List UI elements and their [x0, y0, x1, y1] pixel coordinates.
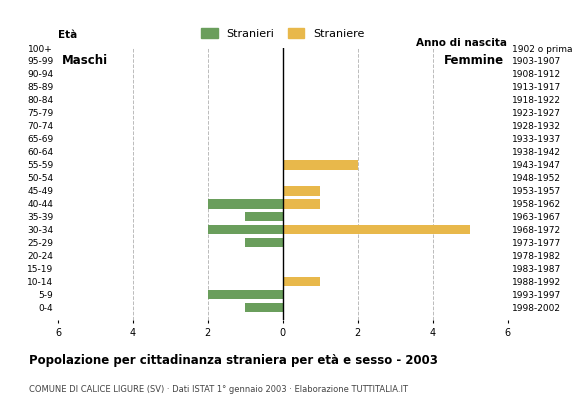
Text: Anno di nascita: Anno di nascita — [416, 38, 508, 48]
Bar — [208, 225, 283, 234]
Text: COMUNE DI CALICE LIGURE (SV) · Dati ISTAT 1° gennaio 2003 · Elaborazione TUTTITA: COMUNE DI CALICE LIGURE (SV) · Dati ISTA… — [29, 385, 408, 394]
Bar — [245, 212, 283, 222]
Text: Popolazione per cittadinanza straniera per età e sesso - 2003: Popolazione per cittadinanza straniera p… — [29, 354, 438, 367]
Bar — [283, 225, 470, 234]
Bar — [208, 290, 283, 300]
Bar — [283, 277, 320, 286]
Bar — [208, 199, 283, 208]
Bar — [283, 160, 358, 170]
Bar — [245, 303, 283, 312]
Legend: Stranieri, Straniere: Stranieri, Straniere — [197, 24, 369, 43]
Text: Femmine: Femmine — [444, 54, 504, 68]
Bar — [245, 238, 283, 248]
Bar — [283, 199, 320, 208]
Text: Maschi: Maschi — [61, 54, 108, 68]
Text: Età: Età — [58, 30, 77, 40]
Bar — [283, 186, 320, 196]
